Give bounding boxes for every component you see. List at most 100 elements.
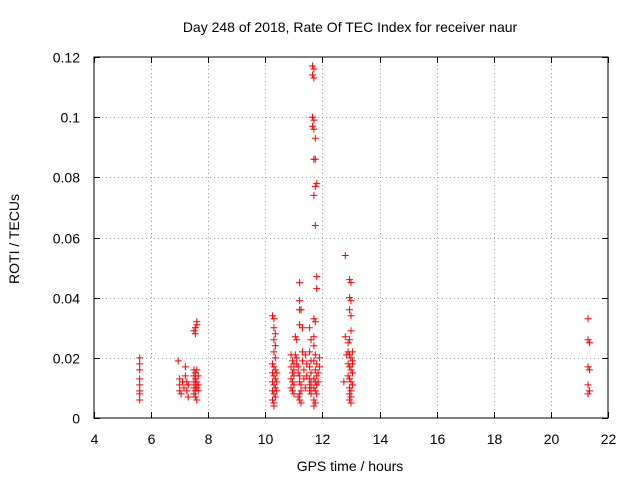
data-point: [287, 384, 295, 392]
data-point: [308, 122, 316, 130]
data-point: [311, 366, 319, 374]
data-point: [311, 318, 319, 326]
y-tick-label: 0.12: [53, 50, 80, 66]
data-point: [191, 369, 199, 377]
data-point: [346, 294, 354, 302]
data-point: [136, 366, 144, 374]
data-point: [303, 372, 311, 380]
data-point: [176, 375, 184, 383]
data-point: [341, 333, 349, 341]
data-point: [194, 381, 202, 389]
data-point: [298, 357, 306, 365]
data-point: [584, 336, 592, 344]
data-point: [298, 348, 306, 356]
data-point: [584, 363, 592, 371]
data-point: [346, 336, 354, 344]
data-point: [314, 378, 322, 386]
data-point: [296, 279, 304, 287]
data-point: [270, 372, 278, 380]
data-point: [346, 306, 354, 314]
data-point: [313, 390, 321, 398]
data-point: [347, 378, 355, 386]
data-point: [311, 155, 319, 163]
y-tick-label: 0: [72, 411, 80, 427]
data-point: [271, 384, 279, 392]
data-point: [191, 330, 199, 338]
data-point: [310, 396, 318, 404]
data-point: [273, 387, 281, 395]
data-point: [136, 381, 144, 389]
data-point: [176, 387, 184, 395]
x-tick-label: 4: [91, 431, 99, 447]
data-point: [310, 384, 318, 392]
data-point: [313, 360, 321, 368]
data-point: [311, 182, 319, 190]
data-point: [347, 327, 355, 335]
data-point: [347, 354, 355, 362]
data-point: [290, 381, 298, 389]
data-point: [273, 378, 281, 386]
data-point: [584, 381, 592, 389]
data-point: [193, 366, 201, 374]
data-point: [347, 387, 355, 395]
data-point: [287, 363, 295, 371]
chart-title: Day 248 of 2018, Rate Of TEC Index for r…: [183, 19, 518, 35]
data-point: [181, 363, 189, 371]
data-point: [270, 315, 278, 323]
y-tick-label: 0.04: [53, 291, 80, 307]
data-point: [177, 390, 185, 398]
data-point: [308, 71, 316, 79]
data-point: [184, 381, 192, 389]
data-point: [307, 369, 315, 377]
x-tick-label: 16: [430, 431, 446, 447]
data-point: [297, 399, 305, 407]
data-point: [136, 354, 144, 362]
data-point: [194, 372, 202, 380]
data-point: [310, 315, 318, 323]
x-tick-label: 6: [148, 431, 156, 447]
data-point: [344, 339, 352, 347]
data-point: [136, 375, 144, 383]
data-point: [316, 363, 324, 371]
data-point: [271, 354, 279, 362]
data-point: [313, 285, 321, 293]
data-point: [268, 360, 276, 368]
data-points: [136, 62, 593, 410]
data-point: [313, 179, 321, 187]
data-point: [271, 330, 279, 338]
data-point: [346, 384, 354, 392]
data-point: [310, 342, 318, 350]
data-point: [346, 363, 354, 371]
data-point: [296, 378, 304, 386]
data-point: [310, 65, 318, 73]
data-point: [183, 378, 191, 386]
data-point: [585, 366, 593, 374]
data-point: [346, 351, 354, 359]
data-point: [136, 390, 144, 398]
data-point: [310, 357, 318, 365]
data-point: [294, 393, 302, 401]
data-point: [293, 354, 301, 362]
x-tick-label: 12: [315, 431, 331, 447]
data-point: [347, 279, 355, 287]
data-point: [311, 399, 319, 407]
data-point: [311, 351, 319, 359]
data-point: [180, 384, 188, 392]
data-point: [290, 366, 298, 374]
data-point: [136, 360, 144, 368]
data-point: [310, 375, 318, 383]
x-tick-label: 14: [373, 431, 389, 447]
data-point: [348, 381, 356, 389]
data-point: [270, 363, 278, 371]
data-point: [306, 381, 314, 389]
data-point: [340, 378, 348, 386]
y-tick-labels: 0 0.02 0.04 0.06 0.08 0.1 0.12: [53, 50, 80, 427]
data-point: [297, 387, 305, 395]
data-point: [310, 191, 318, 199]
data-point: [347, 312, 355, 320]
data-point: [193, 378, 201, 386]
x-tick-label: 22: [601, 431, 617, 447]
data-point: [271, 342, 279, 350]
data-point: [310, 74, 318, 82]
data-point: [313, 381, 321, 389]
